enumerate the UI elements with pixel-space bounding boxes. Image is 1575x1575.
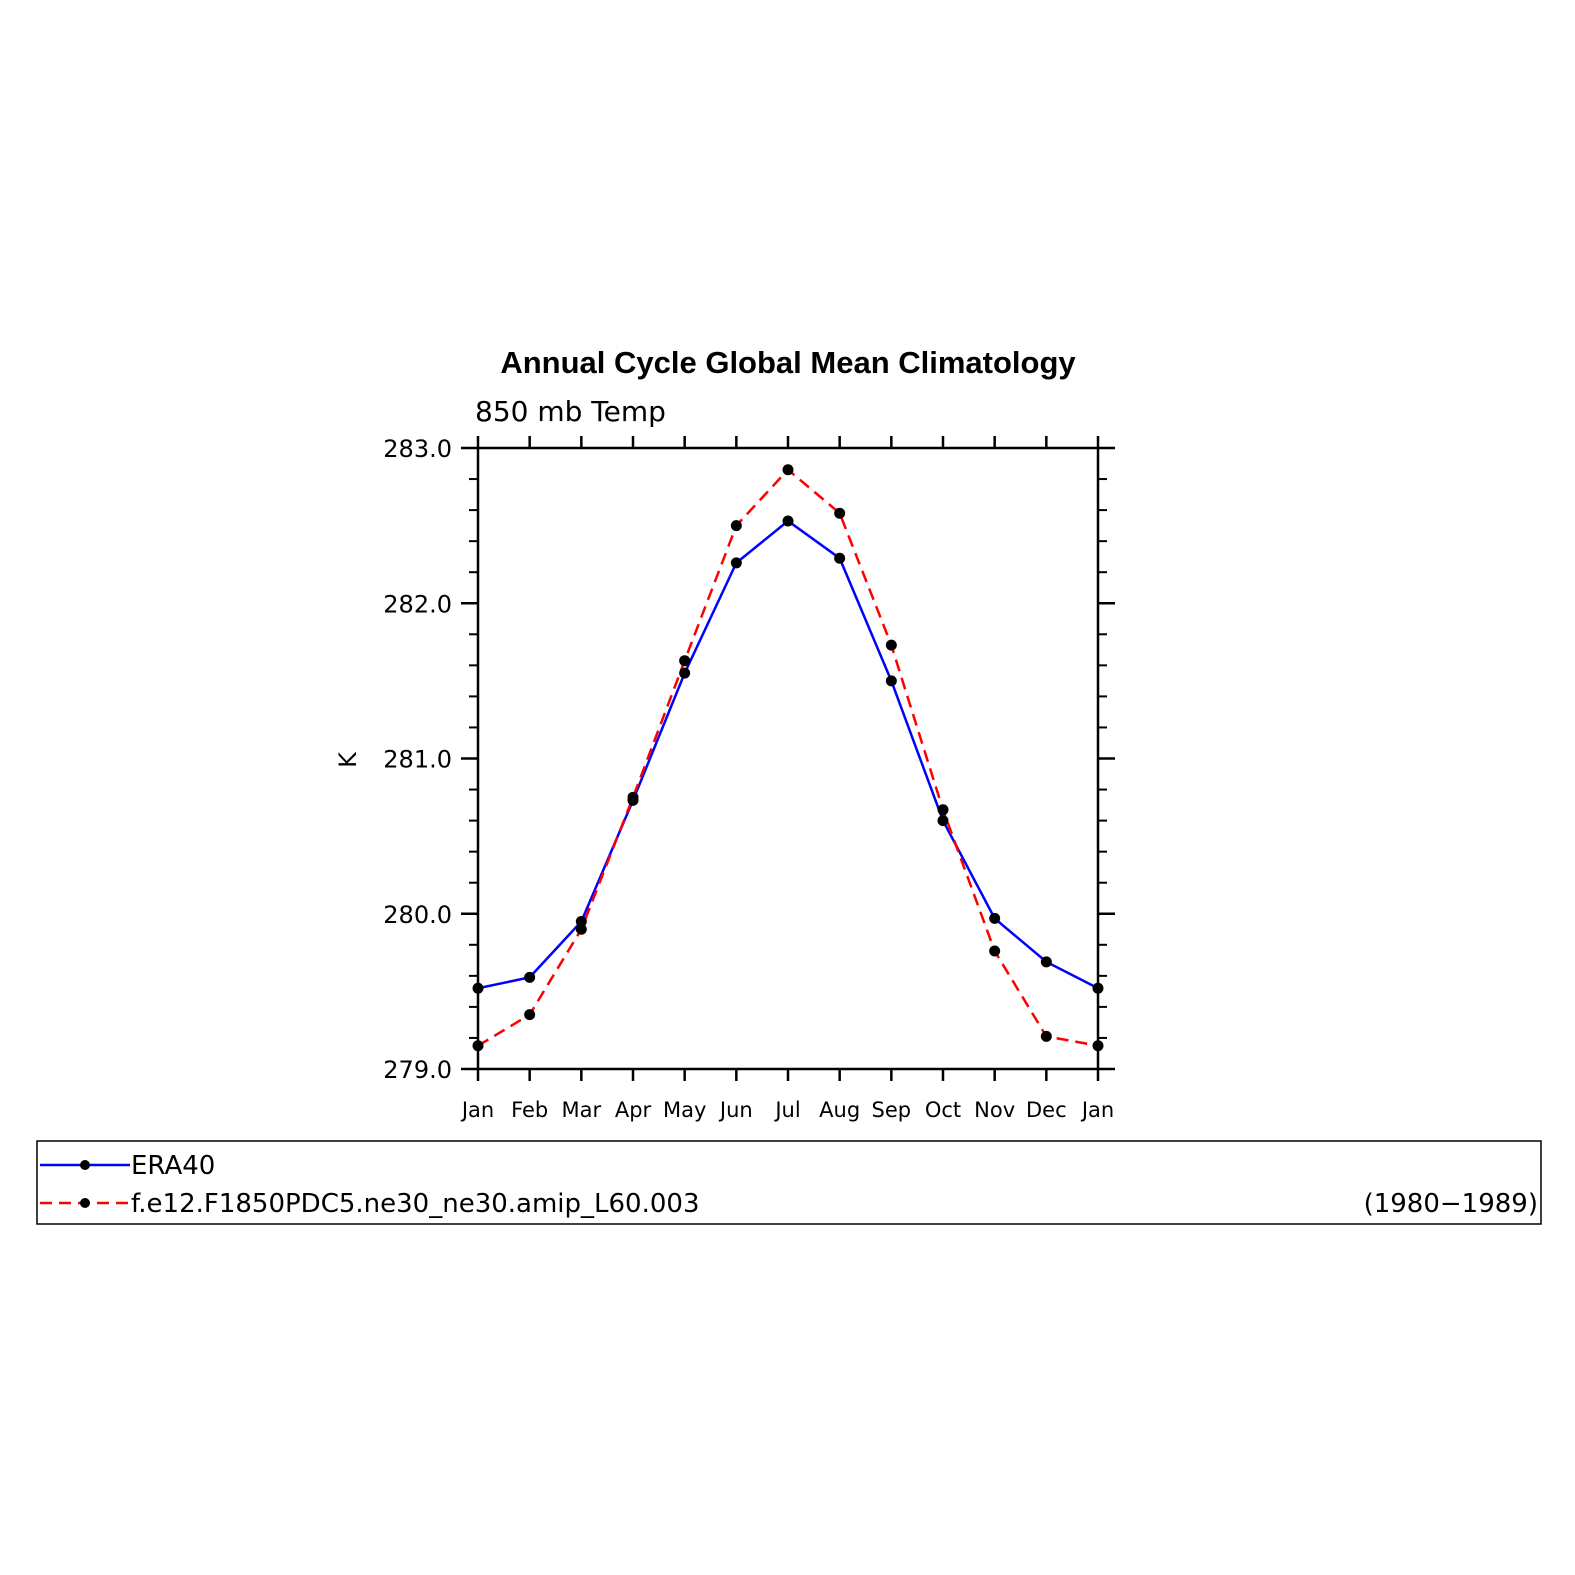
series-2-point bbox=[1092, 1040, 1104, 1052]
series-1-point bbox=[679, 667, 691, 679]
x-tick-label: Jan bbox=[1080, 1098, 1114, 1122]
series-2-point bbox=[782, 464, 794, 476]
series-line-1 bbox=[477, 519, 1099, 990]
y-tick-label: 281.0 bbox=[383, 746, 452, 774]
legend-entry-1: ERA40 bbox=[40, 1151, 215, 1181]
x-tick-label: Nov bbox=[974, 1098, 1015, 1122]
legend-marker-1 bbox=[80, 1160, 90, 1170]
x-tick-label: Aug bbox=[819, 1098, 860, 1122]
series-2-point bbox=[989, 945, 1001, 957]
series-1-point bbox=[989, 912, 1001, 924]
series-1-point bbox=[937, 815, 949, 827]
series-line-2 bbox=[477, 468, 1099, 1047]
series-1-point bbox=[782, 515, 794, 527]
series-2-point bbox=[472, 1040, 484, 1052]
legend-box bbox=[36, 1140, 1542, 1225]
series-1-point bbox=[730, 557, 742, 569]
x-tick-label: Mar bbox=[562, 1098, 602, 1122]
legend-period-note: (1980−1989) bbox=[1364, 1189, 1538, 1219]
series-2-point bbox=[885, 639, 897, 651]
series-2-point bbox=[1040, 1030, 1052, 1042]
series-2-point bbox=[834, 507, 846, 519]
legend-label-2: f.e12.F1850PDC5.ne30_ne30.amip_L60.003 bbox=[131, 1189, 699, 1219]
series-lines bbox=[472, 464, 1104, 1052]
series-1-point bbox=[1040, 956, 1052, 968]
series-1-point bbox=[575, 916, 587, 928]
legend-label-1: ERA40 bbox=[131, 1151, 215, 1181]
y-tick-label: 280.0 bbox=[383, 901, 452, 929]
series-2-point bbox=[730, 520, 742, 532]
chart-title: Annual Cycle Global Mean Climatology bbox=[500, 345, 1076, 380]
y-axis-label: K bbox=[334, 751, 362, 768]
x-tick-label: May bbox=[663, 1098, 706, 1122]
series-2-point bbox=[524, 1009, 536, 1021]
series-1-point bbox=[885, 675, 897, 687]
chart-subtitle: 850 mb Temp bbox=[475, 395, 666, 428]
y-tick-label: 282.0 bbox=[383, 590, 452, 618]
series-2-point bbox=[679, 655, 691, 667]
series-2-point bbox=[937, 804, 949, 816]
legend-entry-2: f.e12.F1850PDC5.ne30_ne30.amip_L60.003 bbox=[40, 1189, 699, 1219]
x-tick-label: Sep bbox=[872, 1098, 912, 1122]
series-2-point bbox=[575, 923, 587, 935]
series-2-point bbox=[627, 791, 639, 803]
series-1-point bbox=[1092, 982, 1104, 994]
plot-frame bbox=[476, 446, 1100, 1071]
x-tick-label: Oct bbox=[925, 1098, 961, 1122]
x-tick-label: Jan bbox=[460, 1098, 494, 1122]
legend-marker-2 bbox=[80, 1198, 90, 1208]
y-tick-label: 283.0 bbox=[383, 435, 452, 463]
x-tick-label: Apr bbox=[615, 1098, 652, 1122]
x-tick-label: Dec bbox=[1026, 1098, 1067, 1122]
x-tick-label: Feb bbox=[511, 1098, 548, 1122]
axis-tick-labels: Jan Feb Mar Apr May Jun Jul Aug Sep Oct Nov Dec Jan 2… bbox=[383, 435, 1114, 1122]
series-1-point bbox=[834, 552, 846, 564]
series-1-point bbox=[524, 971, 536, 983]
x-tick-label: Jul bbox=[773, 1098, 800, 1122]
axis-ticks bbox=[461, 436, 1115, 1081]
x-tick-label: Jun bbox=[718, 1098, 753, 1122]
y-tick-label: 279.0 bbox=[383, 1056, 452, 1084]
series-1-point bbox=[472, 982, 484, 994]
